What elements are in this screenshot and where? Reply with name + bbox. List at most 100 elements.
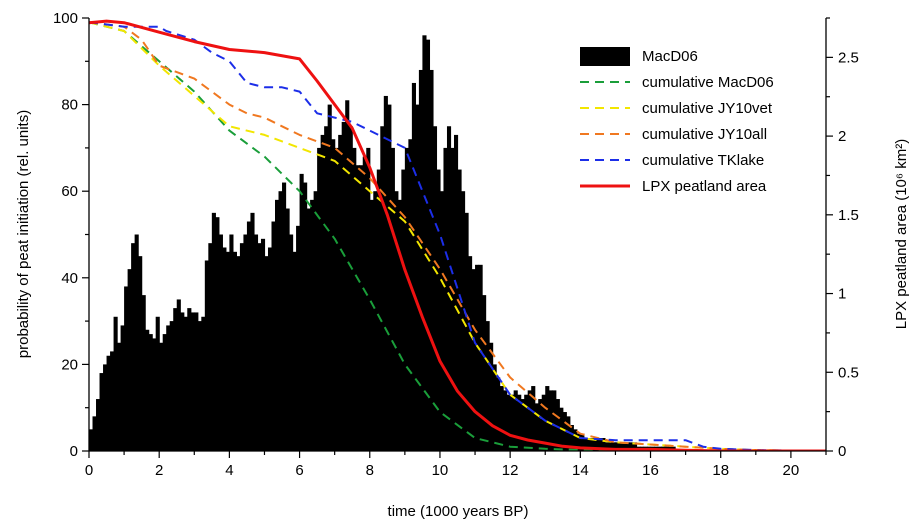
x-tick-label: 18: [712, 462, 729, 479]
histogram-bar: [632, 442, 638, 451]
histogram-bar: [267, 247, 273, 451]
x-tick-label: 8: [366, 462, 374, 479]
histogram-bar: [538, 399, 543, 451]
histogram-bar: [232, 251, 237, 451]
y-axis-left-label: probability of peat initiation (rel. uni…: [15, 110, 32, 358]
histogram-bar: [482, 295, 487, 451]
histogram-bar: [569, 425, 574, 451]
series-line-3: [89, 21, 826, 451]
histogram-bar: [390, 147, 395, 451]
x-tick-label: 2: [155, 462, 163, 479]
histogram-bar: [152, 338, 157, 451]
histogram-bar: [162, 334, 167, 451]
histogram-bar: [289, 234, 294, 451]
histogram-bar: [348, 126, 353, 451]
histogram-bar: [590, 438, 595, 451]
histogram-bar: [176, 299, 181, 451]
histogram-bar: [306, 208, 311, 451]
histogram-bar: [352, 147, 357, 451]
histogram-bar: [408, 139, 413, 451]
legend-label: cumulative JY10all: [642, 126, 767, 143]
histogram-bar: [303, 182, 308, 451]
x-tick-label: 6: [295, 462, 303, 479]
histogram-bar: [173, 308, 178, 451]
histogram-bar: [513, 390, 518, 451]
histogram-bar: [545, 386, 550, 451]
legend-label: cumulative MacD06: [642, 74, 774, 91]
histogram-bar: [369, 199, 374, 451]
histogram-bar: [355, 165, 360, 451]
histogram-bar: [471, 269, 476, 451]
histogram-bar: [576, 433, 581, 451]
histogram-bar: [453, 134, 459, 451]
y-right-tick-label: 0: [838, 443, 846, 460]
histogram-bar: [204, 260, 209, 451]
histogram-bar: [566, 416, 571, 451]
histogram-bar: [524, 394, 529, 451]
histogram-bar: [573, 429, 578, 451]
series-line-4: [89, 19, 826, 451]
x-tick-label: 14: [572, 462, 589, 479]
histogram-bar: [317, 147, 322, 451]
histogram-bar: [468, 256, 473, 451]
histogram-bar: [331, 139, 336, 451]
histogram-bar: [345, 100, 350, 451]
histogram-bar: [138, 256, 143, 451]
histogram-bar: [615, 442, 620, 451]
histogram-bar: [148, 334, 153, 451]
histogram-bar: [334, 147, 339, 451]
histogram-bar: [134, 234, 139, 451]
histogram-bar: [282, 182, 287, 451]
x-tick-label: 4: [225, 462, 233, 479]
histogram-bar: [597, 438, 602, 451]
histogram-bar: [422, 35, 427, 451]
histogram-bar: [432, 126, 438, 451]
histogram-bar: [96, 399, 101, 451]
histogram-bar: [166, 325, 171, 451]
histogram-bar: [373, 191, 378, 451]
y-right-tick-label: 2.5: [838, 49, 859, 66]
histogram-bar: [492, 364, 497, 451]
histogram-bar: [296, 225, 301, 451]
histogram-bar: [324, 126, 329, 451]
histogram-bar: [489, 342, 494, 451]
histogram-bar: [250, 212, 255, 451]
histogram-bar: [117, 342, 122, 451]
histogram-bar: [499, 386, 504, 451]
histogram-bar: [253, 234, 259, 451]
histogram-bar: [194, 312, 199, 451]
histogram-bar: [510, 394, 515, 451]
histogram-bar: [541, 394, 546, 451]
x-axis-label: time (1000 years BP): [388, 503, 529, 520]
x-tick-label: 20: [783, 462, 800, 479]
histogram-bar: [215, 217, 220, 451]
histogram-bar: [517, 394, 522, 451]
histogram-bar: [376, 169, 381, 451]
histogram-bar: [110, 351, 115, 451]
histogram-bar: [260, 238, 266, 451]
histogram-bar: [292, 251, 297, 451]
legend: MacD06 cumulative MacD06 cumulative JY10ve…: [580, 47, 774, 195]
legend-label: LPX peatland area: [642, 178, 767, 195]
legend-label: MacD06: [642, 48, 698, 65]
histogram-bar: [583, 438, 588, 451]
y-right-tick-label: 2: [838, 128, 846, 145]
histogram-bar: [145, 329, 150, 451]
histogram-bar: [611, 442, 617, 451]
histogram-bar: [257, 243, 262, 451]
y-right-tick-label: 1: [838, 286, 846, 303]
legend-label: cumulative TKlake: [642, 152, 764, 169]
y-right-tick-label: 0.5: [838, 364, 859, 381]
histogram-bar: [169, 321, 174, 451]
legend-swatch-histogram: [580, 47, 630, 66]
histogram-bar: [485, 321, 490, 451]
histogram-bar: [397, 199, 402, 451]
histogram-bar: [197, 321, 202, 451]
histogram-bar: [503, 390, 508, 451]
histogram-bar: [278, 191, 283, 451]
histogram-bar: [99, 373, 104, 451]
histogram-bar: [604, 442, 610, 451]
series-line-2: [89, 21, 826, 451]
histogram-bar: [411, 82, 416, 451]
histogram-bar: [629, 442, 634, 451]
